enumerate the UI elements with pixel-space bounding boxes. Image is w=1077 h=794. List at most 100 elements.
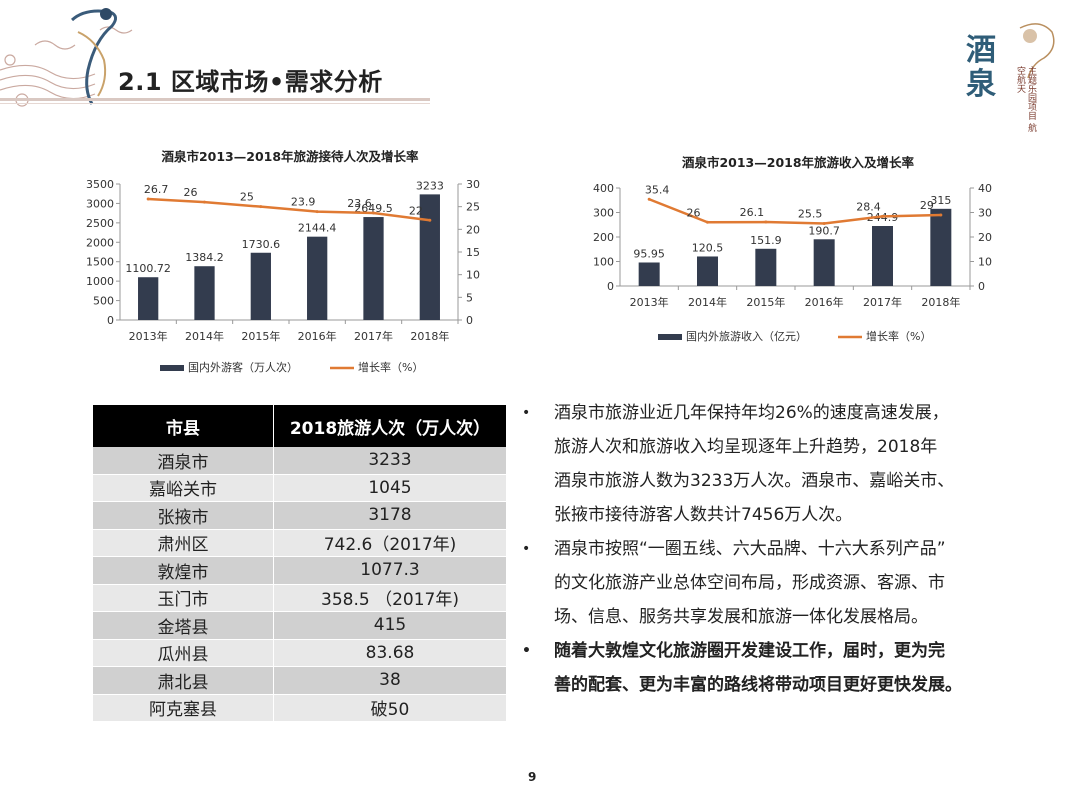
table-row: 张掖市 3178 [93,501,507,530]
logo-characters: 酒 泉 [966,33,996,102]
line-data-label: 26 [184,186,198,199]
growth-rate-line [648,198,941,225]
x-tick-label: 2018年 [410,329,449,343]
title-underline [0,98,430,101]
bar-data-label: 190.7 [808,224,840,237]
y-left-tick-label: 3500 [86,178,114,191]
growth-rate-point [764,220,768,224]
line-data-label: 23.6 [347,197,372,210]
bar-data-label: 95.95 [633,247,665,260]
x-tick-label: 2013年 [630,295,669,309]
table-cell: 1045 [273,474,507,502]
bullet-item: • 随着大敦煌文化旅游圈开发建设工作，届时，更为完 善的配套、更为丰富的路线将带… [522,634,1002,702]
legend-line-label: 增长率（%） [866,329,931,343]
chart2-title: 酒泉市2013—2018年旅游收入及增长率 [681,155,915,170]
y-left-tick-label: 2500 [86,217,114,230]
x-tick-label: 2017年 [354,329,393,343]
line-data-label: 23.9 [291,196,316,209]
table-row: 敦煌市 1077.3 [93,556,507,585]
y-right-tick-label: 40 [978,182,992,195]
bar-data-label: 120.5 [692,241,724,254]
table-cell: 金塔县 [93,611,274,640]
y-right-tick-label: 10 [978,256,992,269]
bar [250,252,271,320]
y-left-tick-label: 500 [93,295,114,308]
y-left-tick-label: 200 [593,231,614,244]
bar [638,262,660,286]
y-right-tick-label: 30 [978,207,992,220]
x-tick-label: 2016年 [805,295,844,309]
bar [930,208,952,286]
table-header-county: 市县 [93,405,274,447]
bullet-item: • 酒泉市旅游业近几年保持年均26%的速度高速发展， 旅游人次和旅游收入均呈现逐… [522,396,1002,532]
line-data-label: 22 [409,204,423,217]
table-row: 玉门市 358.5 （2017年) [93,584,507,612]
bar-data-label: 1730.6 [242,238,280,251]
y-left-tick-label: 0 [107,314,114,327]
table-cell: 3233 [273,447,507,475]
table-row: 金塔县 415 [93,611,507,640]
table-cell: 嘉峪关市 [93,474,274,502]
x-tick-label: 2013年 [129,329,168,343]
growth-rate-point [881,214,884,218]
table-cell: 742.6（2017年) [273,529,507,557]
summary-bullets: • 酒泉市旅游业近几年保持年均26%的速度高速发展， 旅游人次和旅游收入均呈现逐… [522,396,1002,702]
line-data-label: 29 [920,199,934,212]
y-left-tick-label: 0 [607,280,614,293]
bar [363,217,384,320]
growth-rate-point [203,200,206,204]
line-data-label: 25 [240,191,254,204]
y-right-tick-label: 30 [466,178,480,191]
y-left-tick-label: 300 [593,207,614,220]
growth-rate-point [315,210,319,214]
y-left-tick-label: 100 [593,256,614,269]
table-cell: 3178 [273,501,507,530]
legend-bar-swatch [160,365,184,371]
line-data-label: 26.7 [144,183,169,196]
title-underline-thin [0,103,430,104]
bar-data-label: 1100.72 [125,262,170,275]
page-number: 9 [528,770,537,784]
table-cell: 张掖市 [93,501,274,530]
chart1-svg: 0 500 1000 1500 2000 2500 3000 3500 0 5 10 15 20 25 30… [86,178,480,374]
table-cell: 瓜州县 [93,639,274,667]
line-data-label: 26 [687,206,701,219]
table-row: 瓜州县 83.68 [93,639,507,667]
table-row: 肃北县 38 [93,666,507,695]
legend-bar-swatch [658,334,682,340]
line-data-label: 35.4 [645,183,670,196]
growth-rate-point [706,220,709,224]
bar [138,277,159,320]
bar-data-label: 315 [930,194,951,207]
legend-line-label: 增长率（%） [358,360,423,374]
bar-data-label: 2144.4 [298,222,337,235]
legend-bar-label: 国内外旅游收入（亿元） [686,329,807,343]
table-header-visitors: 2018旅游人次（万人次） [273,405,507,447]
table-cell: 阿克塞县 [93,694,274,722]
bar [697,256,718,286]
logo-subtitle: 主题乐园项目 航空航天 [1015,66,1036,132]
table-row: 嘉峪关市 1045 [93,474,507,502]
table-cell: 415 [273,611,507,640]
bullet-item: • 酒泉市按照“一圈五线、六大品牌、十六大系列产品” 的文化旅游产业总体空间布局… [522,532,1002,634]
growth-rate-point [647,197,651,201]
table-cell: 酒泉市 [93,447,274,475]
y-right-tick-label: 20 [978,231,992,244]
chart2-svg: 0 100 200 300 400 0 10 20 30 40 2013年 95.95 2014年 120… [593,182,992,343]
tourism-table: 市县 2018旅游人次（万人次） 酒泉市 3233 嘉峪关市 1045 张掖市 317… [93,405,507,722]
table-cell: 38 [273,666,507,695]
bar [872,225,893,286]
bullet-dot: • [522,643,531,659]
y-left-tick-label: 2000 [86,236,114,249]
table-row: 肃州区 742.6（2017年) [93,529,507,557]
table-cell: 肃北县 [93,666,274,695]
y-right-tick-label: 20 [466,223,480,236]
bar-data-label: 151.9 [750,234,782,247]
table-cell: 玉门市 [93,584,274,612]
x-tick-label: 2015年 [241,329,280,343]
growth-rate-point [939,213,943,217]
table-row: 阿克塞县 破50 [93,694,507,722]
bar [307,236,328,320]
chart1-title: 酒泉市2013—2018年旅游接待人次及增长率 [161,149,419,164]
x-tick-label: 2018年 [921,295,960,309]
